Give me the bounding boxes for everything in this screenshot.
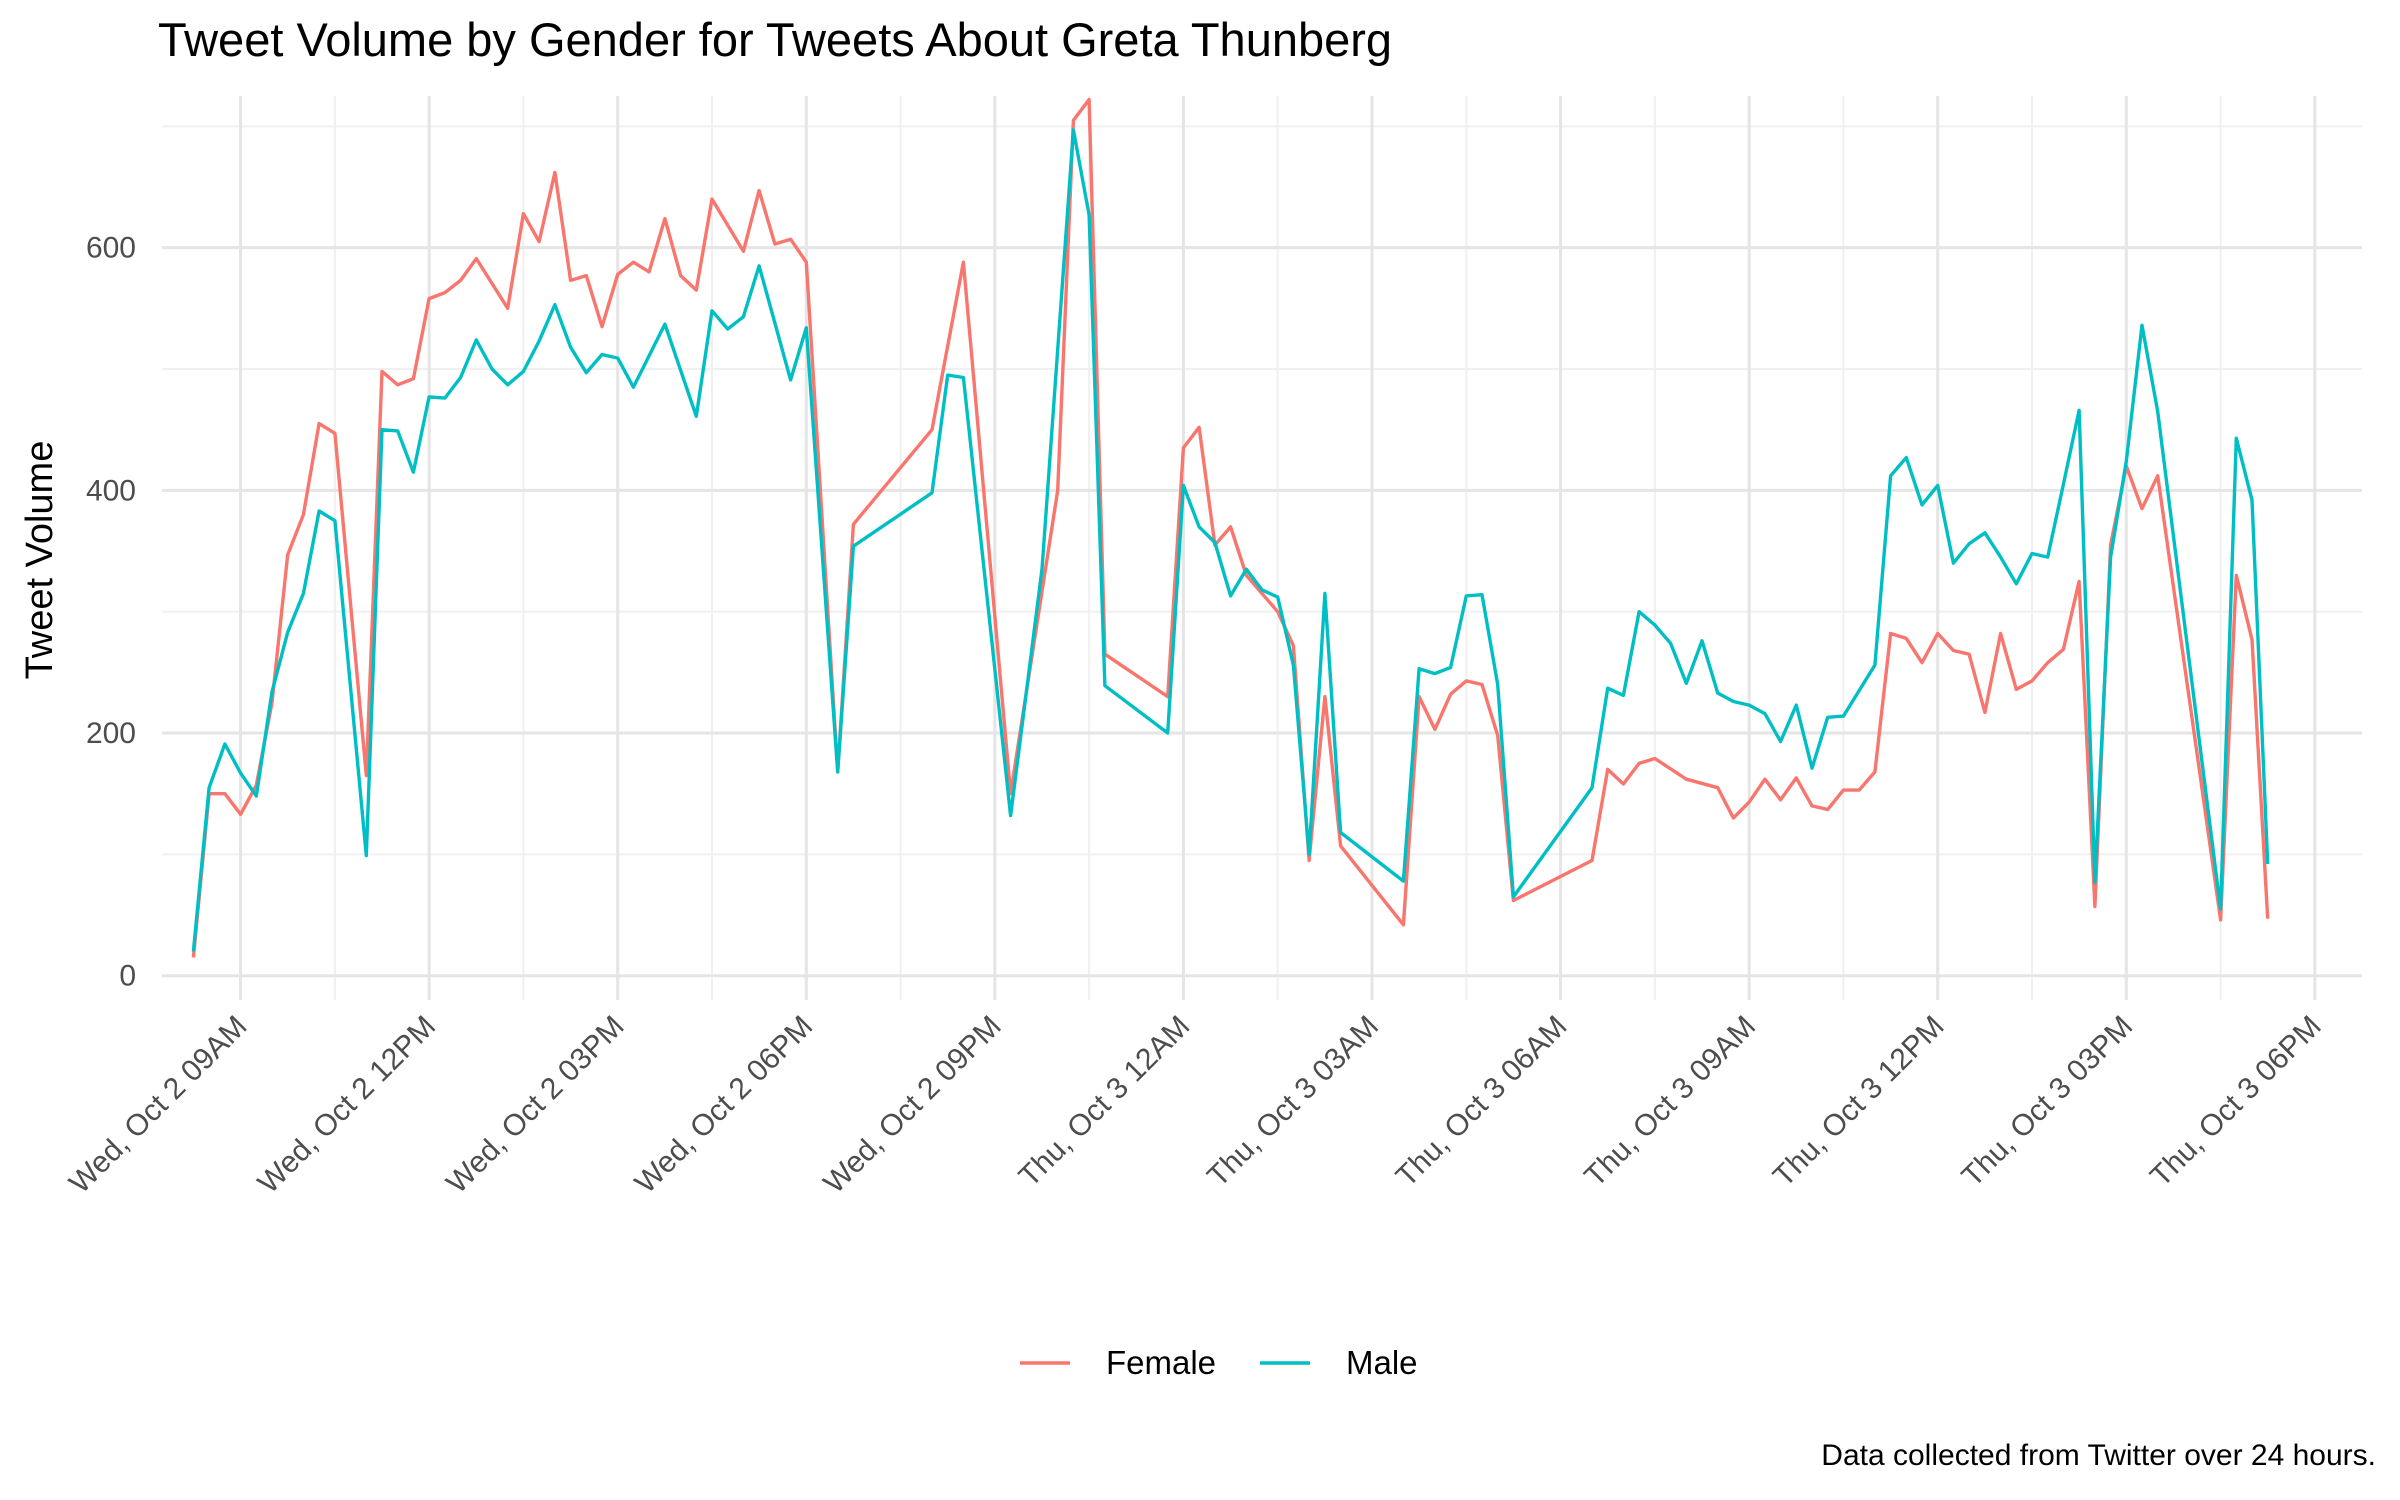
series-line-male [191, 128, 2270, 952]
y-axis-label: Tweet Volume [19, 441, 61, 680]
y-tick-label: 0 [119, 960, 136, 993]
x-tick-label: Wed, Oct 2 03PM [440, 1010, 630, 1200]
x-tick-label: Thu, Oct 3 03PM [1956, 1010, 2140, 1194]
x-tick-label: Wed, Oct 2 09PM [817, 1010, 1007, 1200]
x-tick-label: Thu, Oct 3 09AM [1578, 1010, 1762, 1194]
x-tick-label: Wed, Oct 2 06PM [629, 1010, 819, 1200]
x-tick-label: Thu, Oct 3 12AM [1013, 1010, 1197, 1194]
legend: Female Male [1020, 1344, 1418, 1381]
y-tick-label: 600 [86, 232, 136, 265]
x-tick-label: Thu, Oct 3 06PM [2144, 1010, 2328, 1194]
legend-label-female: Female [1106, 1344, 1216, 1381]
grid-minor [162, 96, 2362, 1000]
x-tick-label: Thu, Oct 3 03AM [1201, 1010, 1385, 1194]
series-lines [191, 97, 2270, 958]
y-tick-label: 400 [86, 474, 136, 507]
y-tick-label: 200 [86, 717, 136, 750]
x-tick-label: Wed, Oct 2 12PM [252, 1010, 442, 1200]
x-tick-label: Wed, Oct 2 09AM [63, 1010, 253, 1200]
x-tick-label: Thu, Oct 3 12PM [1767, 1010, 1951, 1194]
y-axis: 0 200 400 600 [86, 232, 136, 993]
grid-major [162, 96, 2362, 1000]
legend-label-male: Male [1346, 1344, 1418, 1381]
series-line-female [191, 97, 2270, 958]
chart-title: Tweet Volume by Gender for Tweets About … [158, 13, 1393, 66]
chart-caption: Data collected from Twitter over 24 hour… [1821, 1439, 2376, 1472]
x-tick-label: Thu, Oct 3 06AM [1390, 1010, 1574, 1194]
